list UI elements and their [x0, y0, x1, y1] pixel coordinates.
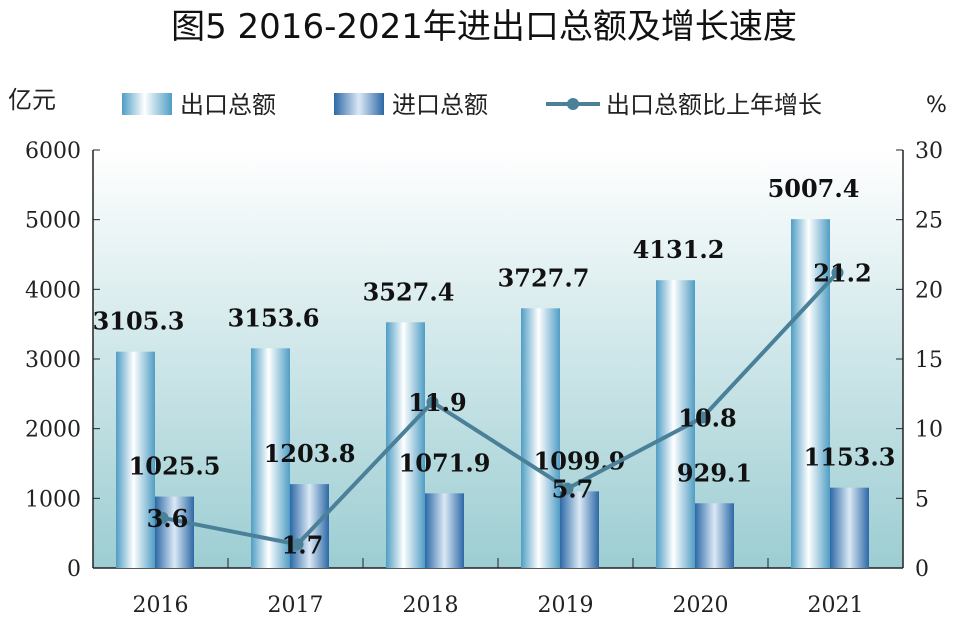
data-label-growth: 1.7 — [282, 530, 324, 559]
legend-swatch-import — [334, 93, 384, 115]
data-label-export: 3153.6 — [228, 303, 320, 332]
bar-import — [155, 496, 194, 568]
y2-tick-label: 20 — [915, 278, 943, 303]
data-label-growth: 3.6 — [147, 504, 189, 533]
bar-export — [521, 308, 560, 568]
data-label-export: 5007.4 — [768, 174, 860, 203]
y-tick-label: 0 — [67, 557, 81, 582]
y-tick-label: 5000 — [25, 209, 81, 234]
y2-axis-label: % — [926, 93, 947, 118]
legend: 出口总额 进口总额 出口总额比上年增长 — [122, 91, 822, 119]
data-label-growth: 21.2 — [813, 259, 871, 288]
growth-point — [831, 266, 844, 279]
chart-title: 图5 2016-2021年进出口总额及增长速度 — [171, 7, 797, 47]
data-label-export: 3727.7 — [498, 263, 590, 292]
bar-export — [251, 348, 290, 568]
y-tick-label: 4000 — [25, 278, 81, 303]
bar-import — [695, 503, 734, 568]
data-label-growth: 5.7 — [552, 475, 594, 504]
data-label-import: 1071.9 — [399, 448, 491, 477]
data-label-export: 3105.3 — [93, 307, 185, 336]
bar-export — [791, 219, 830, 569]
growth-point — [426, 396, 439, 409]
y-tick-label: 3000 — [25, 348, 81, 373]
data-label-import: 929.1 — [677, 458, 752, 487]
y-tick-label: 6000 — [25, 139, 81, 164]
bar-import — [290, 484, 329, 568]
x-tick-label: 2017 — [268, 593, 324, 618]
x-tick-label: 2018 — [403, 593, 459, 618]
plot-area — [93, 150, 903, 568]
legend-swatch-export — [122, 93, 172, 115]
data-label-import: 1099.9 — [534, 446, 626, 475]
data-label-growth: 10.8 — [678, 404, 736, 433]
bar-export — [116, 351, 155, 568]
legend-label-import: 进口总额 — [392, 91, 488, 119]
growth-point — [156, 511, 169, 524]
data-label-import: 1153.3 — [804, 443, 896, 472]
legend-marker-line — [567, 98, 579, 110]
x-tick-label: 2021 — [808, 593, 864, 618]
bar-import — [830, 487, 869, 568]
y2-tick-label: 5 — [915, 487, 929, 512]
y2-tick-label: 0 — [915, 557, 929, 582]
legend-label-line: 出口总额比上年增长 — [606, 91, 822, 119]
data-label-export: 4131.2 — [633, 235, 725, 264]
data-label-import: 1203.8 — [264, 439, 356, 468]
x-tick-label: 2016 — [133, 593, 189, 618]
data-label-import: 1025.5 — [129, 452, 221, 481]
bar-import — [425, 493, 464, 568]
y2-tick-label: 15 — [915, 348, 943, 373]
data-label-export: 3527.4 — [363, 277, 455, 306]
x-tick-label: 2020 — [673, 593, 729, 618]
y2-tick-label: 30 — [915, 139, 943, 164]
y-tick-label: 2000 — [25, 418, 81, 443]
data-label-growth: 11.9 — [408, 388, 466, 417]
x-tick-label: 2019 — [538, 593, 594, 618]
y-tick-label: 1000 — [25, 487, 81, 512]
y2-tick-label: 25 — [915, 209, 943, 234]
legend-label-export: 出口总额 — [180, 91, 276, 119]
growth-point — [561, 482, 574, 495]
growth-point — [696, 411, 709, 424]
growth-point — [291, 538, 304, 551]
growth-line — [162, 271, 839, 547]
y-axis-label: 亿元 — [8, 86, 56, 114]
bar-import — [560, 491, 599, 568]
y2-tick-label: 10 — [915, 418, 943, 443]
